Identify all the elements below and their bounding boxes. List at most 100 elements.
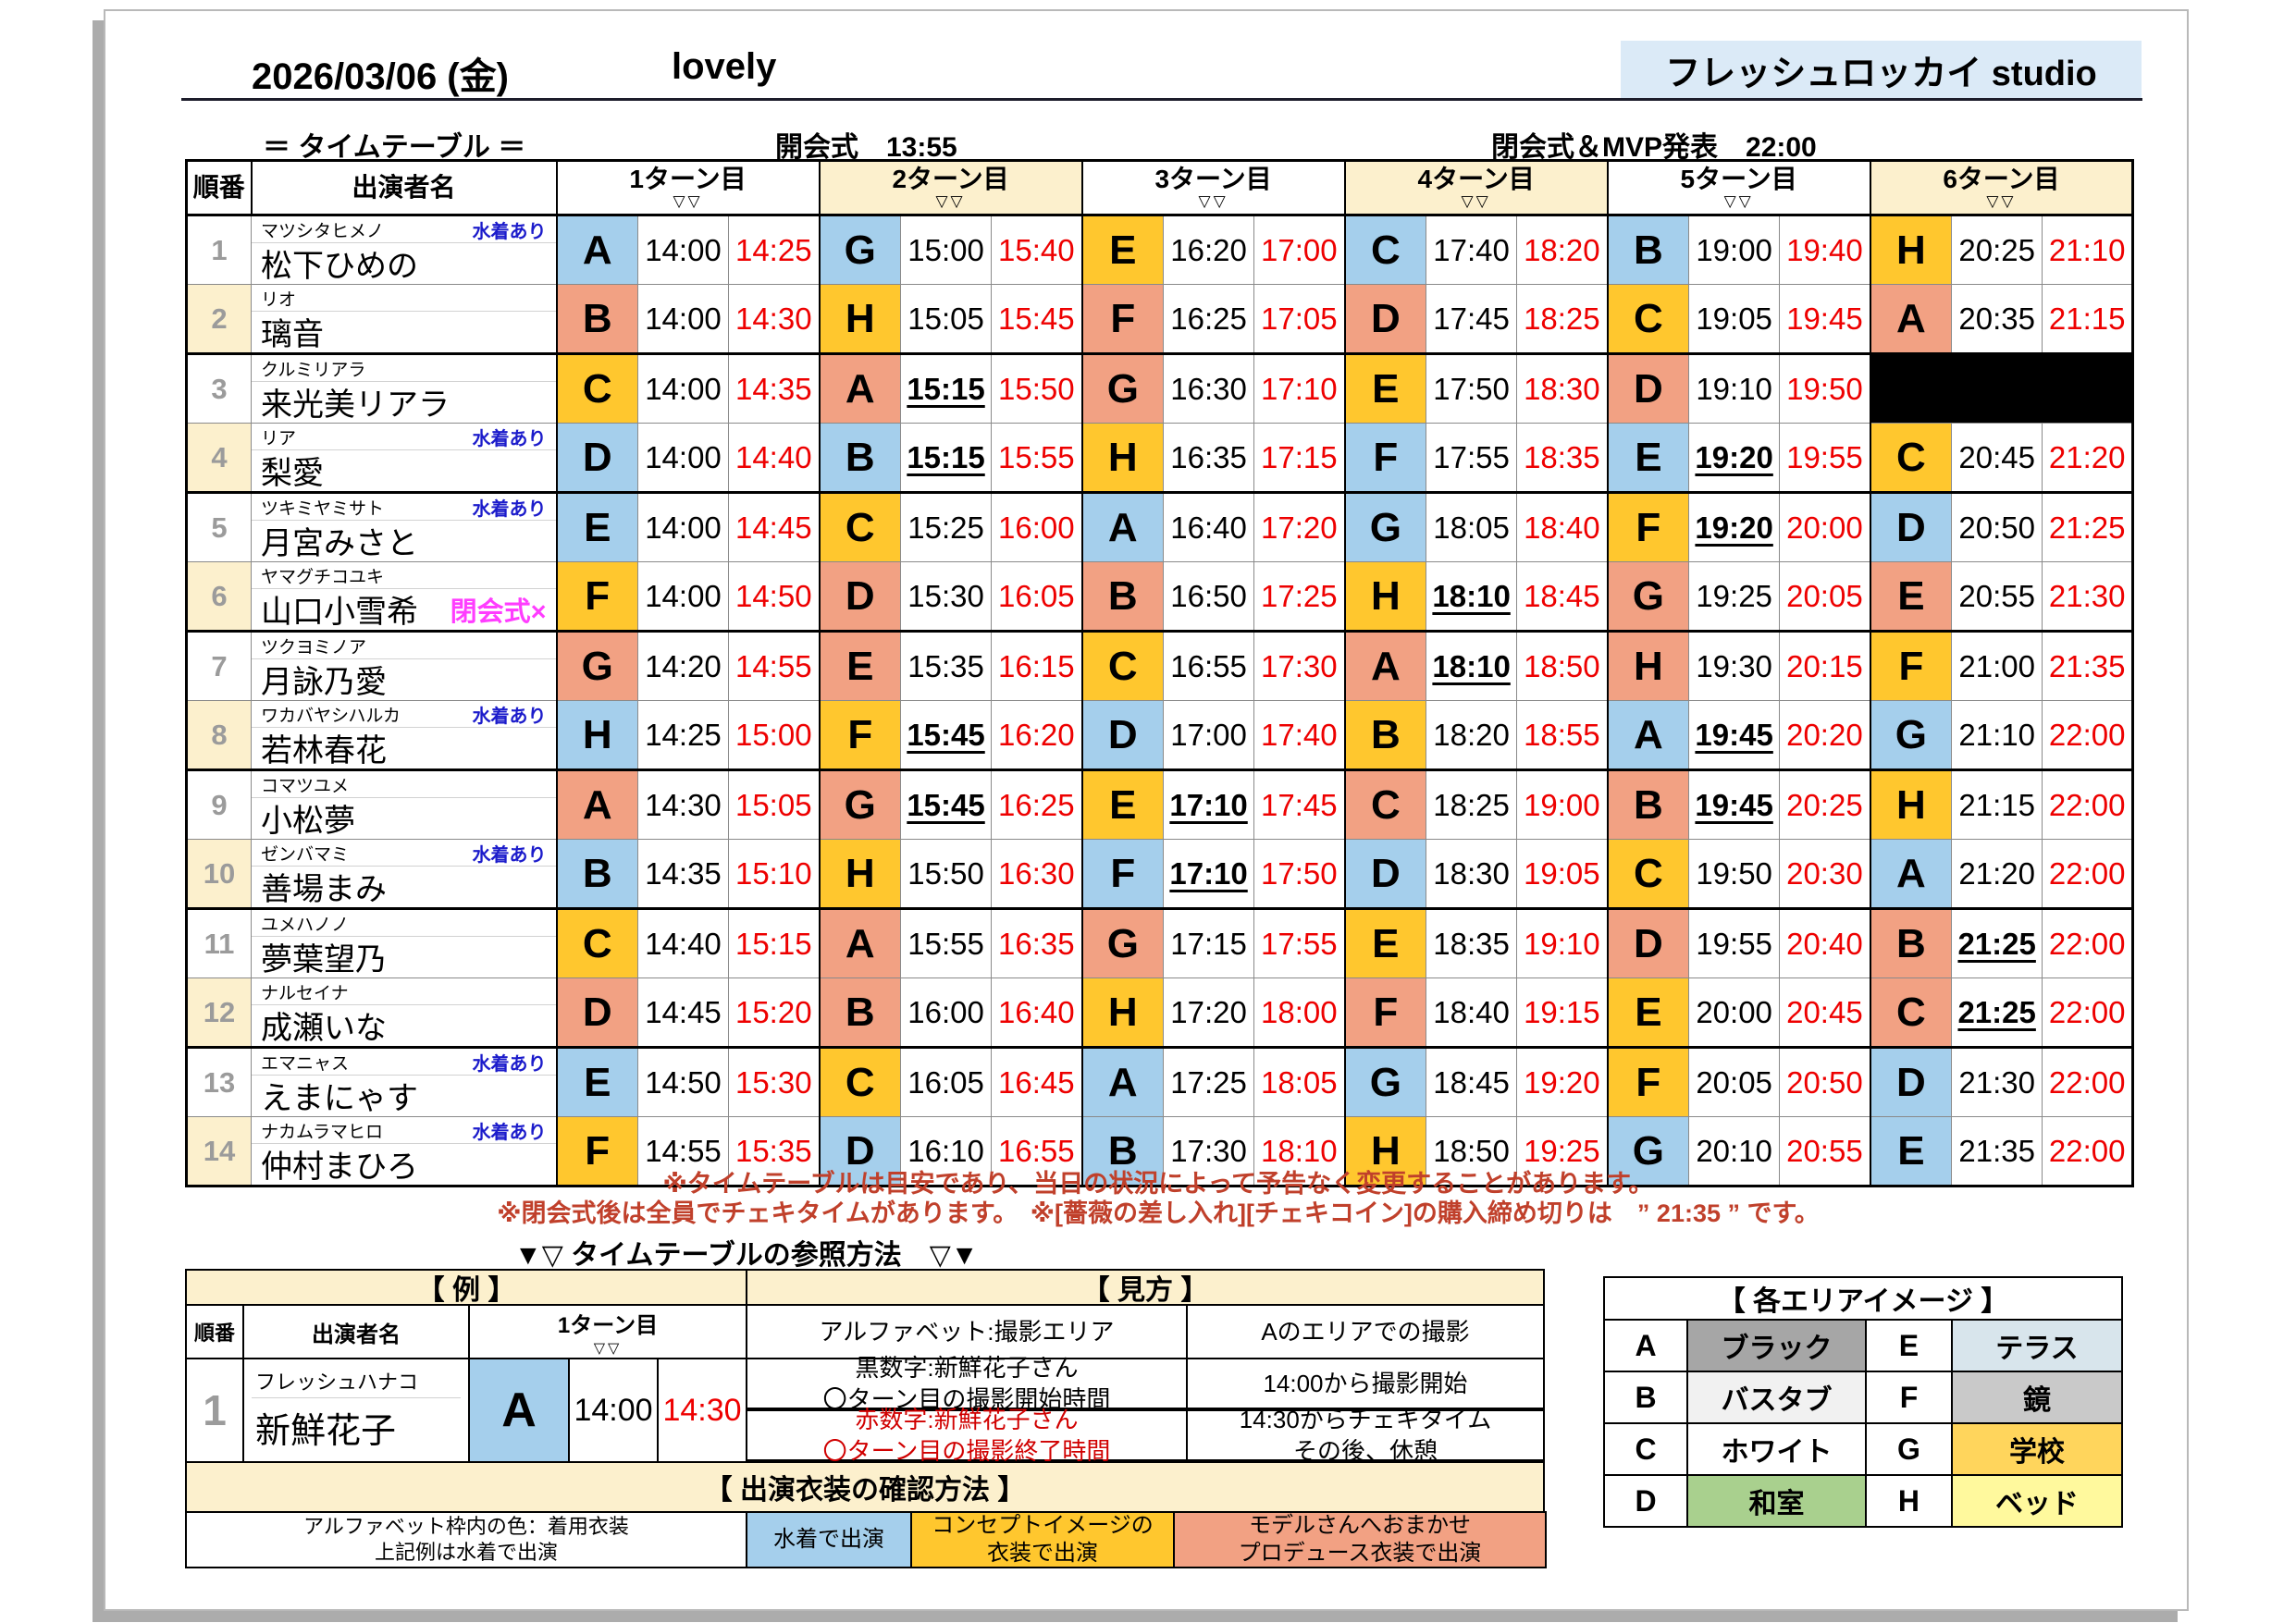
end-time-cell: 14:40 bbox=[727, 423, 821, 494]
shoot-area-cell: D bbox=[1343, 839, 1427, 910]
order-cell: 14 bbox=[186, 1116, 252, 1187]
start-time-cell: 19:45 bbox=[1688, 769, 1781, 840]
costume-legend-item: 水着で出演 bbox=[746, 1511, 912, 1568]
furigana-row: ツクヨミノア bbox=[252, 633, 555, 659]
costume-legend-label: コンセプトイメージの bbox=[932, 1513, 1154, 1538]
end-time-cell: 22:00 bbox=[2042, 1116, 2134, 1187]
costume-legend-label: プロデュース衣装で出演 bbox=[1238, 1541, 1482, 1566]
shoot-area-cell: C bbox=[818, 1047, 902, 1117]
shoot-area-cell: E bbox=[1606, 423, 1690, 494]
area-key: H bbox=[1866, 1476, 1951, 1526]
end-time-cell: 16:05 bbox=[991, 561, 1083, 633]
start-time-cell: 16:35 bbox=[1163, 423, 1255, 494]
swimsuit-tag: 水着あり bbox=[472, 221, 547, 242]
shoot-area-cell: D bbox=[555, 977, 638, 1049]
start-time-cell: 19:10 bbox=[1688, 353, 1781, 424]
end-time-cell: 19:00 bbox=[1516, 769, 1609, 840]
end-time-cell: 20:40 bbox=[1779, 908, 1871, 978]
area-label: 鏡 bbox=[1950, 1372, 2121, 1422]
turn-column-header: 5ターン目 ▽▽ bbox=[1606, 159, 1871, 216]
start-time-cell: 18:05 bbox=[1426, 492, 1518, 562]
end-time-cell: 15:45 bbox=[991, 284, 1083, 355]
performer-name-row: 来光美リアラ bbox=[253, 382, 555, 423]
costume-legend-label: モデルさんへおまかせ bbox=[1249, 1513, 1471, 1538]
end-time-cell: 15:50 bbox=[991, 353, 1083, 424]
start-time-cell: 19:30 bbox=[1688, 631, 1781, 701]
end-time-cell: 19:40 bbox=[1779, 215, 1871, 285]
end-time-cell: 17:25 bbox=[1253, 561, 1346, 633]
end-time-cell: 18:50 bbox=[1516, 631, 1609, 701]
furigana: ツキミヤミサト bbox=[261, 498, 385, 519]
costume-legend-note: アルファベット枠内の色：着用衣装 上記例は水着で出演 bbox=[185, 1511, 747, 1568]
shoot-area-cell: E bbox=[1869, 1116, 1953, 1187]
shoot-area-cell: C bbox=[555, 908, 638, 978]
start-time-cell: 15:45 bbox=[900, 700, 993, 771]
end-time-cell: 19:45 bbox=[1779, 284, 1871, 355]
end-time-cell: 22:00 bbox=[2042, 977, 2134, 1049]
furigana-row: ワカバヤシハルカ 水着あり bbox=[252, 702, 555, 728]
order-cell: 7 bbox=[186, 631, 252, 701]
guide-right-cell: 14:30からチェキタイム その後、休憩 bbox=[1186, 1406, 1545, 1465]
shoot-area-cell: H bbox=[1869, 769, 1953, 840]
shoot-area-cell: F bbox=[555, 1116, 638, 1187]
start-time-cell: 17:20 bbox=[1163, 977, 1255, 1049]
start-time-cell: 20:45 bbox=[1951, 423, 2043, 494]
header-divider bbox=[181, 98, 2142, 101]
start-time-cell: 19:45 bbox=[1688, 700, 1781, 771]
area-image-title: 【 各エリアイメージ 】 bbox=[1605, 1278, 2121, 1321]
start-time-cell: 17:10 bbox=[1163, 769, 1255, 840]
closing-ceremony-label: 閉会式＆MVP発表 22:00 bbox=[1491, 132, 1817, 163]
swimsuit-tag: 水着あり bbox=[472, 428, 547, 449]
shoot-area-cell: F bbox=[1080, 284, 1165, 355]
performer-name-row: 成瀬いな bbox=[253, 1005, 555, 1045]
performer-row: 6 ヤマグチコユキ 山口小雪希 閉会式× F 14:00 14:50 D 15:30 16:05 B… bbox=[186, 561, 2134, 633]
performer-row: 9 コマツユメ 小松夢 A 14:30 15:05 G 15:45 16:25 E 17:10 17:… bbox=[186, 769, 2134, 840]
shoot-area-cell: D bbox=[1869, 1047, 1953, 1117]
shoot-area-cell: B bbox=[555, 284, 638, 355]
start-time-cell: 20:10 bbox=[1688, 1116, 1781, 1187]
guide-text-line: 赤数字:新鮮花子さん bbox=[855, 1406, 1079, 1433]
shoot-area-cell: A bbox=[1343, 631, 1427, 701]
turn-sub: ▽▽ bbox=[1461, 192, 1491, 210]
area-label: ブラック bbox=[1686, 1321, 1867, 1371]
turn-label: 1ターン目 bbox=[629, 165, 747, 193]
order-cell: 2 bbox=[186, 284, 252, 355]
end-time-cell: 14:25 bbox=[727, 215, 821, 285]
shoot-area-cell: G bbox=[1606, 1116, 1690, 1187]
start-time-cell: 15:35 bbox=[900, 631, 993, 701]
shoot-area-cell: F bbox=[1606, 492, 1690, 562]
shoot-area-cell: C bbox=[1869, 977, 1953, 1049]
start-time-cell: 17:25 bbox=[1163, 1047, 1255, 1117]
shoot-area-cell: B bbox=[1606, 769, 1690, 840]
shoot-area-cell: E bbox=[818, 631, 902, 701]
performer-name-row: 若林春花 bbox=[253, 728, 555, 768]
start-time-cell: 15:00 bbox=[900, 215, 993, 285]
turn-sub: ▽▽ bbox=[1986, 192, 2017, 210]
guide-right-cell: 14:00から撮影開始 bbox=[1186, 1358, 1545, 1409]
performer-name: 仲村まひろ bbox=[261, 1150, 418, 1185]
turn-label: 6ターン目 bbox=[1943, 165, 2060, 193]
guide-left-cell: 赤数字:新鮮花子さん 〇ターン目の撮影終了時間 bbox=[746, 1406, 1188, 1465]
example-furigana: フレッシュハナコ bbox=[252, 1364, 461, 1398]
example-order-cell: 1 bbox=[185, 1358, 244, 1463]
performer-row: 14 ナカムラマヒロ 水着あり 仲村まひろ F 14:55 15:35 D 16:10 16:55… bbox=[186, 1116, 2134, 1187]
area-row: D 和室 H ベッド bbox=[1605, 1474, 2121, 1526]
end-time-cell: 19:10 bbox=[1516, 908, 1609, 978]
shoot-area-cell: A bbox=[1606, 700, 1690, 771]
start-time-cell: 19:00 bbox=[1688, 215, 1781, 285]
end-time-cell: 15:05 bbox=[727, 769, 821, 840]
performer-row: 13 エマニャス 水着あり えまにゃす E 14:50 15:30 C 16:05 16:45 A 1… bbox=[186, 1047, 2134, 1117]
performer-name-cell: ナルセイナ 成瀬いな bbox=[251, 977, 558, 1049]
turn-label: 5ターン目 bbox=[1680, 165, 1797, 193]
start-time-cell: 21:15 bbox=[1951, 769, 2043, 840]
end-time-cell: 19:05 bbox=[1516, 839, 1609, 910]
area-label: 和室 bbox=[1686, 1476, 1867, 1526]
shoot-area-cell: C bbox=[1080, 631, 1165, 701]
shoot-area-cell: E bbox=[1343, 908, 1427, 978]
order-cell: 3 bbox=[186, 353, 252, 424]
performer-name-cell: エマニャス 水着あり えまにゃす bbox=[251, 1047, 558, 1117]
performer-name-cell: ヤマグチコユキ 山口小雪希 閉会式× bbox=[251, 561, 558, 633]
start-time-cell: 17:10 bbox=[1163, 839, 1255, 910]
start-time-cell: 17:40 bbox=[1426, 215, 1518, 285]
